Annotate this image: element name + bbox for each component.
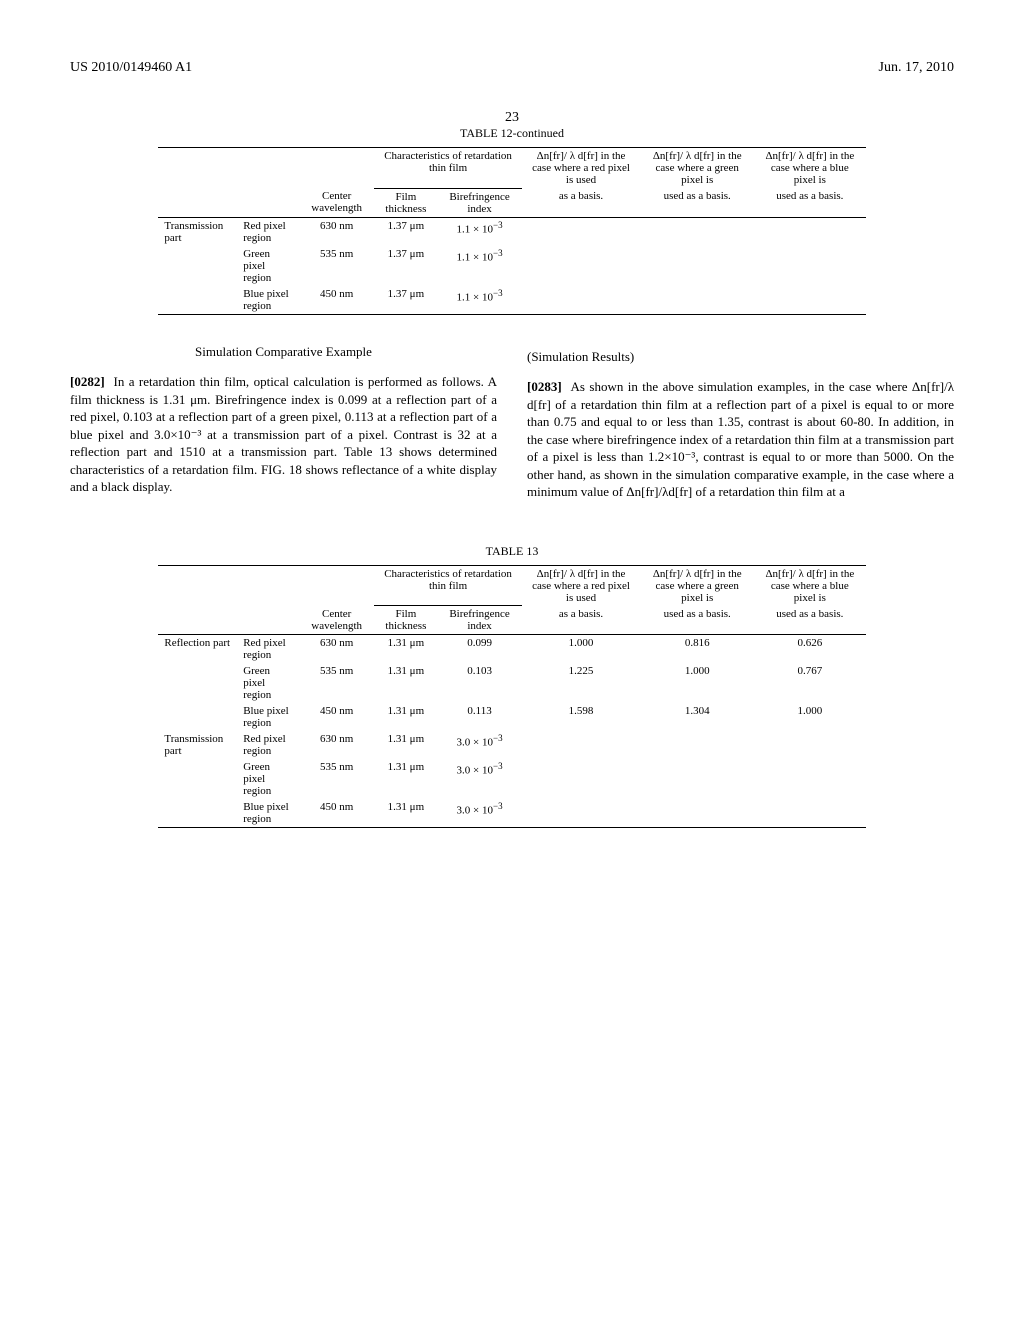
col-group-characteristics: Characteristics of retardation thin film: [374, 148, 521, 188]
section-label: Transmission part: [158, 218, 237, 315]
region: Red pixel region: [237, 635, 299, 663]
ft: 1.31 μm: [374, 703, 437, 731]
cw: 535 nm: [299, 246, 374, 286]
bi: 3.0 × 10−3: [437, 731, 521, 759]
doc-date: Jun. 17, 2010: [879, 60, 954, 76]
col-green-basis: used as a basis.: [640, 606, 754, 635]
col-group-red: Δn[fr]/ λ d[fr] in the case where a red …: [522, 148, 641, 188]
paragraph-0283: [0283] As shown in the above simulation …: [527, 378, 954, 501]
bi: 1.1 × 10−3: [437, 286, 521, 315]
ft: 1.31 μm: [374, 799, 437, 828]
val-g: 1.000: [640, 663, 754, 703]
col-group-red: Δn[fr]/ λ d[fr] in the case where a red …: [522, 566, 641, 606]
ft: 1.31 μm: [374, 635, 437, 663]
val-g: 0.816: [640, 635, 754, 663]
col-red-basis: as a basis.: [522, 188, 641, 217]
col-green-basis: used as a basis.: [640, 188, 754, 217]
bi: 1.1 × 10−3: [437, 246, 521, 286]
section-heading-results: (Simulation Results): [527, 348, 954, 366]
cw: 630 nm: [299, 218, 374, 246]
val-g: 1.304: [640, 703, 754, 731]
cw: 450 nm: [299, 799, 374, 828]
section-heading: Simulation Comparative Example: [70, 343, 497, 361]
doc-id: US 2010/0149460 A1: [70, 60, 192, 76]
region: Blue pixel region: [237, 286, 299, 315]
region: Red pixel region: [237, 731, 299, 759]
col-birefringence: Birefringence index: [437, 188, 521, 217]
bi: 0.103: [437, 663, 521, 703]
cw: 535 nm: [299, 663, 374, 703]
table-12-continued: TABLE 12-continued Characteristics of re…: [158, 126, 865, 315]
para-text: In a retardation thin film, optical calc…: [70, 374, 497, 494]
val-r: 1.225: [522, 663, 641, 703]
ft: 1.31 μm: [374, 731, 437, 759]
bi: 3.0 × 10−3: [437, 799, 521, 828]
table-12-data: Characteristics of retardation thin film…: [158, 147, 865, 315]
col-red-basis: as a basis.: [522, 606, 641, 635]
bi: 1.1 × 10−3: [437, 218, 521, 246]
section-label: Transmission part: [158, 731, 237, 828]
val-r: 1.598: [522, 703, 641, 731]
ft: 1.37 μm: [374, 218, 437, 246]
para-num: [0282]: [70, 374, 105, 389]
bi: 3.0 × 10−3: [437, 759, 521, 799]
section-label: Reflection part: [158, 635, 237, 731]
region: Green pixel region: [237, 246, 299, 286]
val-b: 0.626: [754, 635, 866, 663]
bi: 0.099: [437, 635, 521, 663]
region: Red pixel region: [237, 218, 299, 246]
col-group-green: Δn[fr]/ λ d[fr] in the case where a gree…: [640, 148, 754, 188]
page-number: 23: [505, 110, 519, 126]
col-group-blue: Δn[fr]/ λ d[fr] in the case where a blue…: [754, 148, 866, 188]
region: Blue pixel region: [237, 703, 299, 731]
ft: 1.37 μm: [374, 246, 437, 286]
cw: 450 nm: [299, 703, 374, 731]
table-title: TABLE 13: [158, 544, 865, 559]
val-r: 1.000: [522, 635, 641, 663]
col-group-blue: Δn[fr]/ λ d[fr] in the case where a blue…: [754, 566, 866, 606]
bi: 0.113: [437, 703, 521, 731]
col-center-wavelength: Center wavelength: [299, 188, 374, 217]
ft: 1.37 μm: [374, 286, 437, 315]
val-b: 1.000: [754, 703, 866, 731]
region: Blue pixel region: [237, 799, 299, 828]
val-b: 0.767: [754, 663, 866, 703]
para-text: As shown in the above simulation example…: [527, 379, 954, 499]
para-num: [0283]: [527, 379, 562, 394]
table-13: TABLE 13 Characteristics of retardation …: [158, 544, 865, 829]
cw: 630 nm: [299, 635, 374, 663]
col-blue-basis: used as a basis.: [754, 188, 866, 217]
page-header: US 2010/0149460 A1 Jun. 17, 2010: [70, 60, 954, 76]
paragraph-0282: [0282] In a retardation thin film, optic…: [70, 373, 497, 496]
body-text: Simulation Comparative Example [0282] In…: [70, 335, 954, 514]
col-group-green: Δn[fr]/ λ d[fr] in the case where a gree…: [640, 566, 754, 606]
table-title: TABLE 12-continued: [158, 126, 865, 141]
region: Green pixel region: [237, 663, 299, 703]
table-13-data: Characteristics of retardation thin film…: [158, 565, 865, 829]
col-birefringence: Birefringence index: [437, 606, 521, 635]
cw: 450 nm: [299, 286, 374, 315]
col-film-thickness: Film thickness: [374, 188, 437, 217]
region: Green pixel region: [237, 759, 299, 799]
cw: 535 nm: [299, 759, 374, 799]
col-blue-basis: used as a basis.: [754, 606, 866, 635]
ft: 1.31 μm: [374, 759, 437, 799]
ft: 1.31 μm: [374, 663, 437, 703]
cw: 630 nm: [299, 731, 374, 759]
col-center-wavelength: Center wavelength: [299, 606, 374, 635]
col-film-thickness: Film thickness: [374, 606, 437, 635]
col-group-characteristics: Characteristics of retardation thin film: [374, 566, 521, 606]
